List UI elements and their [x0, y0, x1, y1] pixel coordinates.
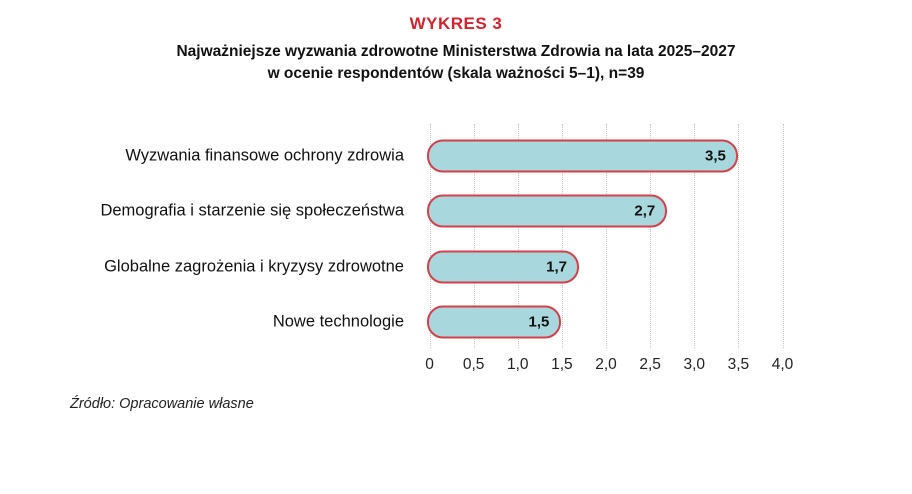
axis-tick-label: 0	[425, 356, 434, 373]
axis-tick-label: 1,0	[506, 356, 529, 373]
bar-row: Globalne zagrożenia i kryzysy zdrowotne 1…	[0, 239, 912, 294]
category-label: Globalne zagrożenia i kryzysy zdrowotne	[104, 257, 404, 275]
bar: 2,7	[427, 194, 668, 228]
value-label: 2,7	[634, 202, 656, 220]
gridline	[561, 124, 563, 348]
gridline	[650, 124, 652, 348]
category-label: Demografia i starzenie się społeczeństwa	[100, 201, 404, 220]
gridline	[782, 124, 784, 348]
bar: 3,5	[427, 139, 738, 172]
value-label: 1,5	[528, 313, 550, 331]
bar: 1,5	[427, 305, 562, 339]
bar-row: Nowe technologie 1,5	[0, 295, 912, 350]
value-label: 1,7	[546, 258, 568, 275]
gridline	[429, 124, 431, 348]
chart-title-line1: Najważniejsze wyzwania zdrowotne Ministe…	[176, 43, 736, 60]
axis-tick-label: 4,0	[771, 356, 794, 373]
gridline	[517, 124, 519, 348]
gridline	[738, 124, 740, 348]
gridline	[694, 124, 696, 348]
chart-kicker: WYKRES 3	[409, 14, 503, 33]
value-label: 3,5	[705, 147, 726, 164]
gridline	[473, 124, 475, 348]
axis-tick-label: 3,0	[683, 356, 706, 373]
bar-row: Demografia i starzenie się społeczeństwa…	[0, 184, 912, 239]
gridline	[606, 124, 607, 348]
axis-tick-label: 3,5	[727, 356, 750, 373]
bar: 1,7	[427, 250, 580, 283]
chart-title-line2: w ocenie respondentów (skala ważności 5–…	[267, 65, 645, 82]
axis-tick-label: 0,5	[462, 356, 485, 373]
category-label: Wyzwania finansowe ochrony zdrowia	[125, 146, 404, 164]
axis-tick-label: 1,5	[551, 356, 573, 373]
source-note: Źródło: Opracowanie własne	[70, 396, 254, 412]
axis-tick-label: 2,5	[639, 356, 661, 373]
bar-row: Wyzwania finansowe ochrony zdrowia 3,5	[0, 128, 912, 183]
category-label: Nowe technologie	[272, 312, 404, 331]
axis-tick-label: 2,0	[595, 356, 617, 373]
